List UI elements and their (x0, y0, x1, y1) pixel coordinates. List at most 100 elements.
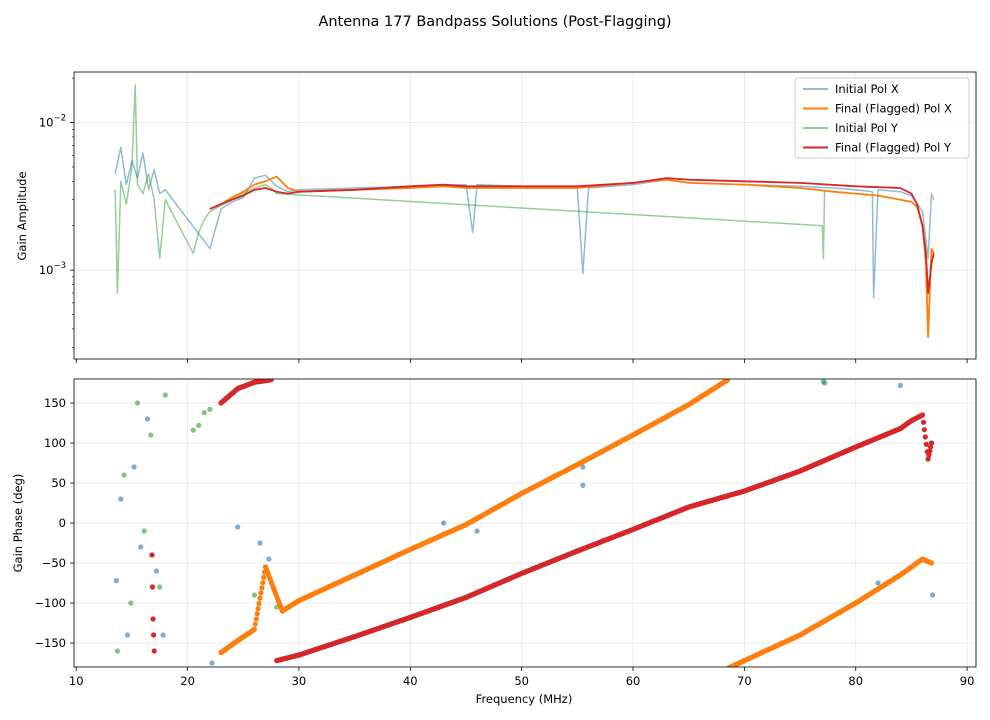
phase-point (926, 452, 932, 458)
phase-x-tick-label: 20 (180, 674, 195, 688)
phase-grid (74, 379, 976, 667)
phase-point (131, 464, 137, 470)
phase-ticks: 10 20 30 40 50 60 70 80 90 −150 −100 −50 0 50 100 150 (34, 396, 975, 688)
phase-point (251, 592, 257, 598)
phase-point (121, 472, 127, 478)
phase-point (919, 412, 926, 418)
amplitude-series-line (114, 146, 935, 299)
phase-y-tick-label: 50 (51, 476, 66, 490)
phase-point (114, 648, 120, 654)
phase-point (261, 574, 267, 581)
phase-point (150, 616, 156, 622)
phase-point (160, 632, 166, 638)
phase-point (875, 580, 881, 586)
phase-plot-area (113, 379, 936, 667)
phase-point (258, 590, 264, 596)
phase-point (149, 584, 156, 590)
phase-x-tick-label: 30 (292, 674, 307, 688)
phase-point (928, 560, 935, 566)
phase-y-tick-label: −50 (42, 556, 66, 570)
phase-point (254, 611, 260, 617)
phase-x-tick-label: 10 (69, 674, 84, 688)
phase-point (920, 419, 927, 425)
figure-title: Antenna 177 Bandpass Solutions (Post-Fla… (318, 14, 671, 30)
phase-point (196, 422, 202, 428)
phase-point (928, 444, 934, 450)
amplitude-ticks: 10−3 10−2 (39, 77, 968, 363)
phase-y-tick-label: −150 (34, 636, 66, 650)
phase-point (118, 496, 124, 502)
phase-y-tick-label: 100 (44, 436, 66, 450)
amplitude-plot-area (114, 84, 935, 339)
phase-point (157, 584, 163, 590)
legend: Initial Pol X Final (Flagged) Pol X Initia… (794, 77, 970, 159)
phase-point (134, 400, 141, 406)
phase-point (209, 660, 215, 666)
phase-y-axis-label: Gain Phase (deg) (11, 474, 25, 573)
phase-point (268, 379, 274, 383)
phase-y-tick-label: 150 (44, 396, 66, 410)
amplitude-series-line (114, 84, 826, 294)
phase-point (725, 379, 731, 383)
phase-point (153, 568, 159, 574)
phase-point (149, 552, 155, 558)
phase-point (928, 440, 935, 446)
legend-entry-label: Final (Flagged) Pol X (835, 102, 952, 116)
phase-x-tick-label: 40 (403, 674, 418, 688)
legend-box (794, 77, 970, 159)
phase-point (124, 632, 131, 638)
phase-point (235, 524, 241, 530)
phase-axes: 10 20 30 40 50 60 70 80 90 −150 −100 −50 0 50 100 150 G… (11, 378, 977, 706)
phase-point (144, 416, 151, 422)
phase-point (925, 456, 931, 462)
amplitude-axes-frame (73, 71, 977, 360)
phase-point (151, 632, 157, 638)
phase-point (141, 528, 147, 534)
phase-x-tick-label: 60 (626, 674, 641, 688)
phase-point (207, 406, 213, 412)
phase-point (128, 600, 134, 606)
legend-entry-label: Initial Pol Y (835, 121, 899, 135)
phase-point (923, 441, 929, 447)
phase-point (162, 392, 168, 398)
phase-point (921, 427, 928, 433)
phase-point (441, 520, 447, 526)
amplitude-axes: 10−3 10−2 Gain Amplitude Initial Pol X Fin… (15, 71, 977, 363)
amplitude-y-tick-label: 10−3 (39, 261, 66, 277)
phase-point (138, 544, 144, 550)
phase-point (151, 648, 157, 654)
phase-point (897, 382, 903, 388)
phase-x-tick-label: 70 (737, 674, 752, 688)
phase-point (820, 379, 826, 384)
phase-point (148, 432, 154, 438)
phase-point (259, 585, 265, 591)
phase-point (201, 410, 207, 416)
phase-y-tick-label: 0 (59, 516, 66, 530)
phase-point (257, 540, 263, 546)
phase-x-tick-label: 90 (960, 674, 975, 688)
phase-point (113, 578, 119, 584)
phase-point (260, 580, 266, 586)
phase-point (252, 621, 258, 627)
legend-entry-label: Initial Pol X (835, 82, 899, 96)
phase-point (257, 595, 263, 601)
phase-point (922, 434, 928, 440)
phase-point (253, 616, 259, 622)
legend-entry-label: Final (Flagged) Pol Y (835, 141, 952, 155)
phase-point (256, 600, 262, 607)
phase-x-tick-label: 80 (848, 674, 863, 688)
phase-point (580, 482, 586, 488)
phase-point (930, 592, 936, 598)
amplitude-series-line (209, 177, 935, 294)
phase-point (927, 448, 933, 454)
phase-point (255, 606, 261, 612)
phase-point (580, 464, 586, 470)
phase-point (266, 556, 272, 562)
phase-point (474, 528, 480, 534)
amplitude-y-axis-label: Gain Amplitude (15, 171, 29, 260)
phase-x-tick-label: 50 (514, 674, 529, 688)
phase-point (190, 427, 196, 433)
amplitude-y-tick-label: 10−2 (39, 114, 66, 130)
phase-y-tick-label: −100 (34, 596, 66, 610)
